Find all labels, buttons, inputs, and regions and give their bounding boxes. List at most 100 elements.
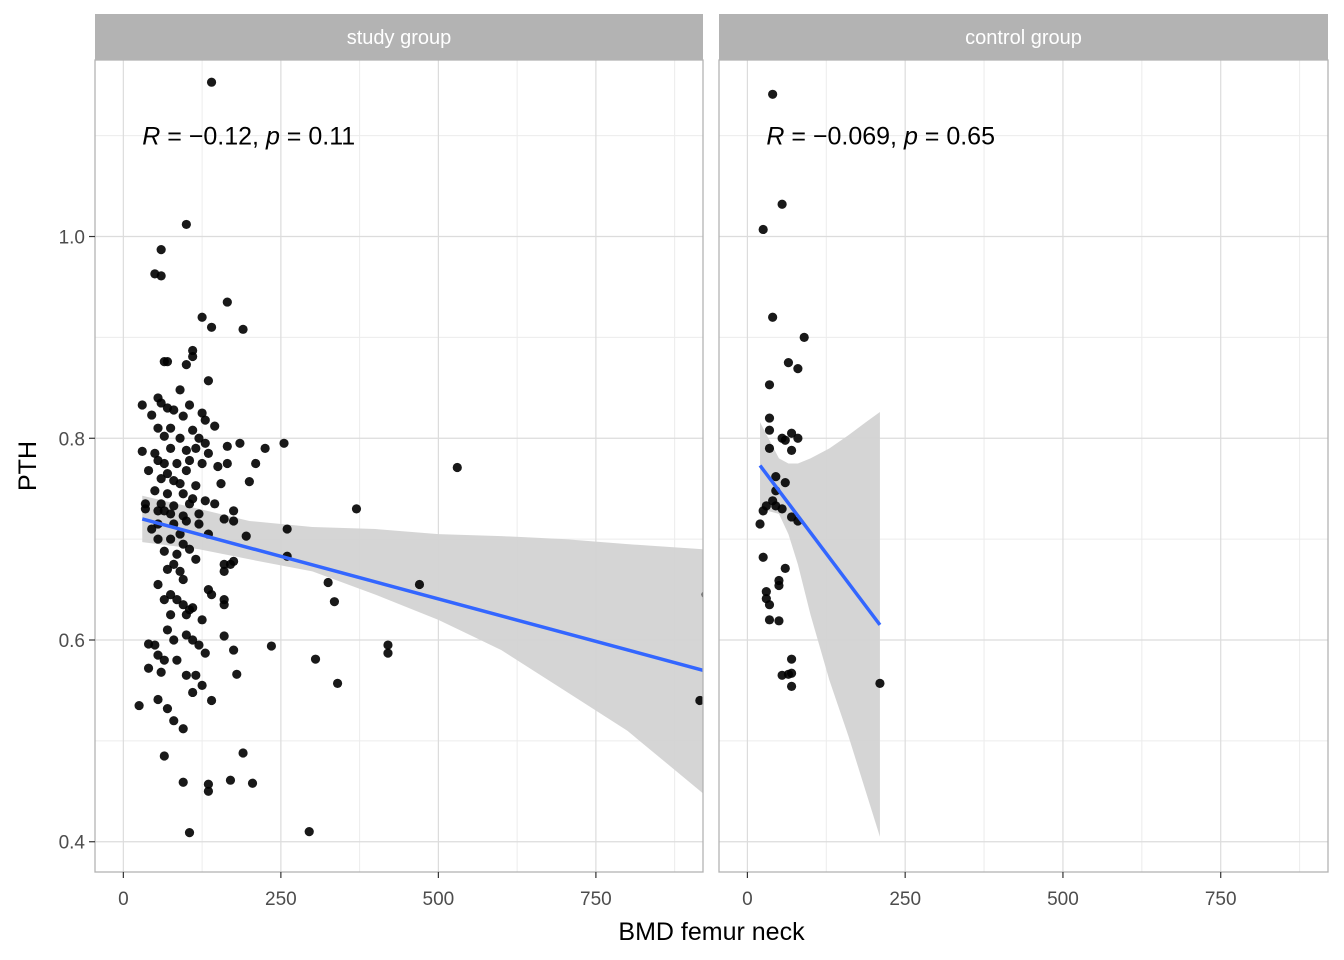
data-point <box>191 670 201 680</box>
data-point <box>755 519 765 529</box>
data-point <box>282 524 292 534</box>
data-point <box>153 534 163 544</box>
data-point <box>247 778 258 788</box>
data-point <box>229 645 239 655</box>
data-point <box>159 595 169 605</box>
data-point <box>203 376 214 386</box>
data-point <box>194 640 204 650</box>
data-point <box>166 534 176 544</box>
data-point <box>279 438 289 448</box>
x-tick-label: 500 <box>423 889 455 910</box>
data-point <box>175 385 185 395</box>
confidence-band <box>142 495 703 794</box>
data-point <box>194 509 204 519</box>
data-point <box>780 478 790 488</box>
data-point <box>159 655 169 665</box>
data-point <box>159 546 169 556</box>
data-point <box>786 428 797 438</box>
data-point <box>197 312 207 322</box>
facet-strip-label: study group <box>347 27 452 49</box>
data-point <box>162 703 173 714</box>
data-point <box>175 479 185 489</box>
x-tick-label: 0 <box>742 889 753 910</box>
data-point <box>134 700 144 711</box>
data-point <box>159 751 169 761</box>
data-point <box>768 89 778 99</box>
data-point <box>229 506 239 516</box>
data-points <box>755 89 885 692</box>
data-point <box>225 775 236 785</box>
data-point <box>764 443 775 453</box>
x-axis-title: BMD femur neck <box>618 918 805 946</box>
data-point <box>310 654 321 664</box>
data-point <box>875 678 885 688</box>
data-point <box>213 461 223 472</box>
facet-strip <box>95 14 703 60</box>
x-tick-label: 0 <box>118 889 129 910</box>
data-point <box>188 351 198 362</box>
annotation-p-value: = 0.65 <box>918 123 995 151</box>
data-point <box>777 199 787 209</box>
data-point <box>166 423 176 433</box>
data-point <box>169 635 179 645</box>
data-point <box>758 506 768 516</box>
data-point <box>181 219 191 230</box>
data-point <box>178 777 188 787</box>
data-point <box>414 579 425 590</box>
data-points <box>134 77 703 838</box>
data-point <box>222 297 232 307</box>
data-point <box>764 600 775 610</box>
regression-line <box>758 464 882 626</box>
data-point <box>166 610 176 620</box>
data-point <box>153 506 163 516</box>
data-point <box>241 531 251 541</box>
data-point <box>222 441 232 451</box>
data-point <box>184 828 195 838</box>
data-point <box>172 458 182 469</box>
data-point <box>780 435 790 445</box>
data-point <box>181 670 191 680</box>
x-tick-label: 250 <box>265 889 297 910</box>
data-point <box>184 400 195 410</box>
data-point <box>178 724 188 734</box>
data-point <box>216 479 226 489</box>
data-point <box>786 445 797 455</box>
data-point <box>232 669 242 679</box>
data-point <box>219 559 229 569</box>
data-point <box>140 504 151 514</box>
data-point <box>162 468 173 479</box>
data-point <box>181 630 191 640</box>
annotation-r-label: R <box>142 123 160 151</box>
data-point <box>166 509 176 519</box>
data-point <box>181 360 191 370</box>
data-point <box>758 552 768 562</box>
data-point <box>153 650 163 660</box>
y-tick-label: 0.8 <box>59 429 85 450</box>
data-point <box>774 580 784 591</box>
data-point <box>188 425 198 435</box>
data-point <box>175 566 185 577</box>
data-point <box>304 827 314 837</box>
annotation-r-label: R <box>766 123 784 151</box>
data-point <box>251 458 261 469</box>
data-point <box>156 398 166 408</box>
data-point <box>783 358 794 368</box>
data-point <box>159 357 169 367</box>
data-point <box>191 554 201 564</box>
x-tick-label: 750 <box>580 889 612 910</box>
data-point <box>197 615 207 625</box>
data-point <box>200 648 210 658</box>
data-point <box>238 324 248 334</box>
data-point <box>153 579 163 590</box>
data-point <box>777 670 787 680</box>
data-point <box>194 433 204 443</box>
data-point <box>329 597 340 607</box>
annotation-p-label: p <box>903 123 918 151</box>
data-point <box>162 625 173 635</box>
data-point <box>188 687 198 698</box>
data-point <box>206 322 217 332</box>
data-point <box>452 462 462 473</box>
data-point <box>260 443 270 453</box>
data-point <box>172 549 182 559</box>
